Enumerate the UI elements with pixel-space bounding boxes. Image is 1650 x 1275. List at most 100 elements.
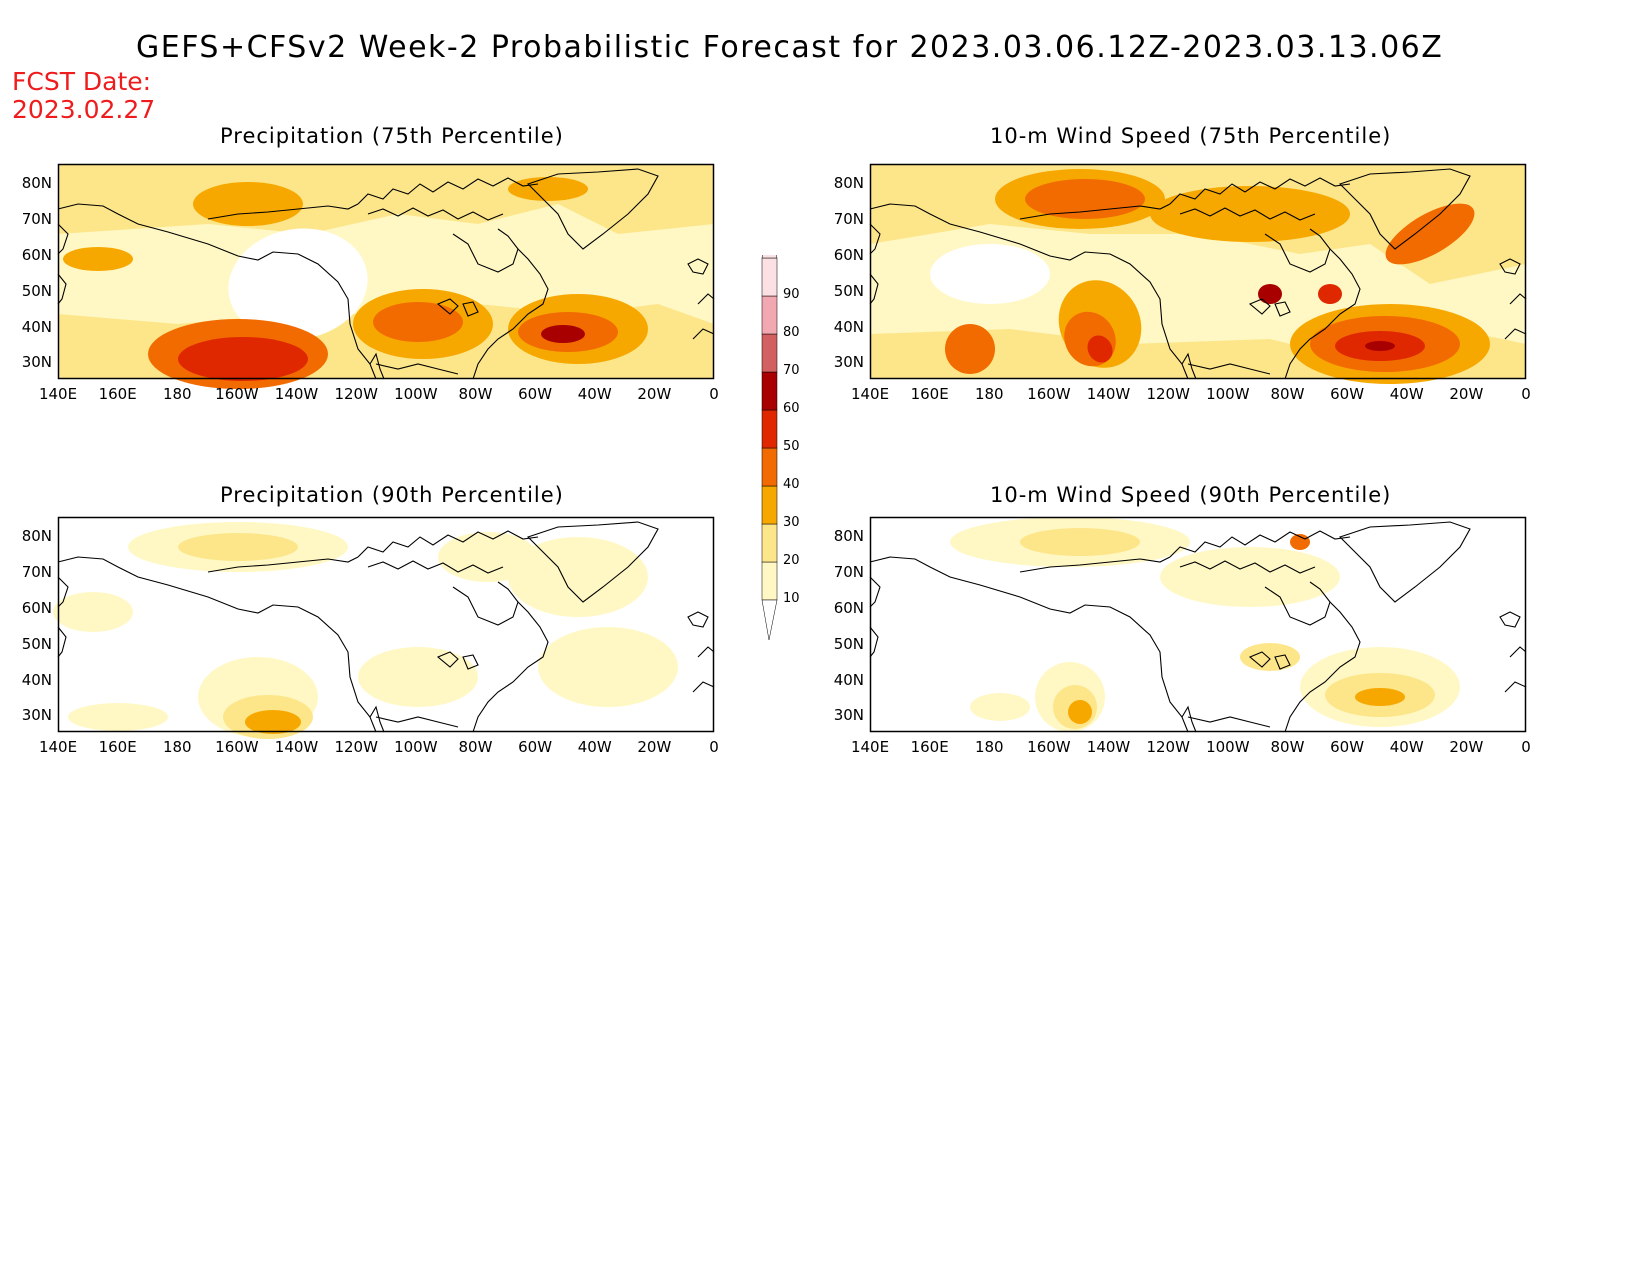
colorbar-level-label: 50: [783, 439, 800, 454]
y-tick-label: 50N: [833, 635, 864, 653]
y-tick-label: 60N: [833, 599, 864, 617]
shading-blob: [63, 247, 133, 271]
shading-blob: [373, 302, 463, 342]
coastline: [1264, 228, 1331, 273]
coastline: [57, 576, 69, 608]
shading-blob: [1025, 179, 1145, 219]
colorbar-level-label: 30: [783, 515, 800, 530]
coastline: [1169, 177, 1351, 205]
coastline: [1509, 646, 1527, 658]
coastline: [375, 363, 459, 375]
y-tick-label: 60N: [21, 246, 52, 264]
shading-blob: [970, 693, 1030, 721]
coastline: [367, 207, 504, 221]
coastline: [1338, 168, 1471, 250]
shading-blob: [1365, 341, 1395, 351]
y-tick-label: 70N: [833, 563, 864, 581]
coastline: [375, 716, 459, 728]
colorbar-segment: [761, 485, 778, 525]
y-tick-label: 40N: [833, 671, 864, 689]
coastline: [692, 681, 715, 693]
x-tick-label: 20W: [637, 385, 672, 403]
coastline: [1179, 207, 1316, 221]
x-tick-label: 160E: [910, 738, 949, 756]
coastline: [1248, 298, 1271, 315]
coastline: [1499, 611, 1521, 628]
coastline: [367, 560, 504, 574]
colorbar-segment: [761, 295, 778, 335]
x-tick-label: 100W: [394, 385, 438, 403]
coastline: [369, 705, 385, 733]
x-tick-label: 140W: [274, 738, 319, 756]
coastline: [57, 203, 377, 380]
colorbar-level-label: 40: [783, 477, 800, 492]
colorbar-level-label: 60: [783, 401, 800, 416]
shading-blob: [1355, 688, 1405, 706]
y-tick-label: 80N: [833, 174, 864, 192]
shading-blob: [358, 647, 478, 707]
y-tick-label: 70N: [833, 210, 864, 228]
colorbar-segment: [761, 409, 778, 449]
coastline: [869, 626, 879, 658]
y-tick-label: 40N: [21, 671, 52, 689]
y-tick-label: 30N: [21, 706, 52, 724]
x-tick-label: 140E: [850, 385, 890, 403]
x-tick-label: 0: [709, 385, 719, 403]
y-tick-label: 50N: [833, 282, 864, 300]
y-tick-label: 70N: [21, 563, 52, 581]
x-tick-label: 120W: [334, 738, 378, 756]
map-frame: [869, 516, 1527, 733]
y-tick-label: 30N: [21, 353, 52, 371]
coastline: [57, 626, 67, 658]
x-tick-label: 180: [974, 738, 1004, 756]
coastline: [1019, 203, 1171, 220]
shading-blob: [1020, 528, 1140, 556]
x-tick-label: 0: [709, 738, 719, 756]
x-tick-label: 160E: [910, 385, 949, 403]
shading-blob: [1160, 547, 1340, 607]
shading-blob: [1318, 284, 1342, 304]
x-tick-label: 40W: [1389, 385, 1424, 403]
coastline: [1338, 521, 1471, 603]
panel-title-precip75: Precipitation (75th Percentile): [220, 124, 564, 148]
coastline: [472, 248, 549, 380]
shading-blob: [228, 228, 368, 340]
shading-blob: [930, 244, 1050, 304]
forecast-date-value: 2023.02.27: [12, 95, 156, 124]
x-tick-label: 180: [162, 385, 192, 403]
shading-blob: [1150, 186, 1350, 242]
x-tick-label: 120W: [334, 385, 378, 403]
panel-title-precip90: Precipitation (90th Percentile): [220, 483, 564, 507]
colorbar: [761, 255, 778, 641]
colorbar-level-label: 80: [783, 325, 800, 340]
coastline: [369, 352, 385, 380]
coastline: [1264, 581, 1331, 626]
shading-blob: [53, 592, 133, 632]
panel-title-wind75: 10-m Wind Speed (75th Percentile): [990, 124, 1392, 148]
map-wind75: [869, 163, 1527, 384]
x-tick-label: 100W: [1206, 738, 1250, 756]
coastline: [1509, 293, 1527, 305]
map-precip90: [53, 516, 715, 739]
colorbar-level-label: 10: [783, 591, 800, 606]
coastline: [526, 168, 659, 250]
shading-blob: [1240, 643, 1300, 671]
coastline: [1274, 654, 1291, 670]
x-tick-label: 40W: [577, 738, 612, 756]
coastline: [697, 293, 715, 305]
shading-blob: [245, 710, 301, 734]
y-tick-label: 30N: [833, 353, 864, 371]
x-tick-label: 20W: [1449, 385, 1484, 403]
coastline: [1284, 601, 1361, 733]
shading-blob: [1068, 700, 1092, 724]
coastline: [869, 273, 879, 305]
map-frame: [869, 163, 1527, 380]
x-tick-label: 140W: [1086, 738, 1131, 756]
coastline: [697, 646, 715, 658]
y-tick-label: 50N: [21, 282, 52, 300]
x-tick-label: 120W: [1146, 738, 1190, 756]
colorbar-segment: [761, 561, 778, 601]
coastline: [436, 298, 459, 315]
x-tick-label: 80W: [458, 738, 493, 756]
coastline: [869, 576, 881, 608]
